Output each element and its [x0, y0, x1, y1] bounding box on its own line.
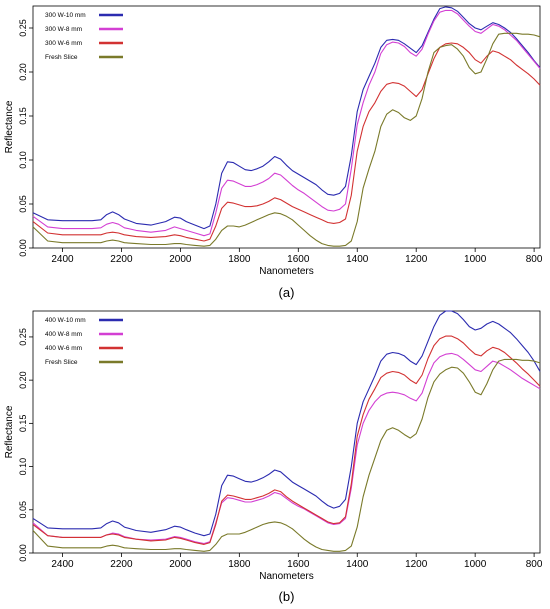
x-tick-label: 1600 [287, 559, 310, 570]
y-tick-label: 0.20 [18, 371, 28, 389]
legend-label: 300 W-6 mm [45, 40, 82, 47]
y-tick-label: 0.00 [18, 544, 28, 562]
series-line-1 [32, 6, 541, 230]
x-axis-label: Nanometers [259, 571, 313, 582]
x-tick-label: 1800 [228, 559, 251, 570]
x-tick-label: 2000 [169, 559, 192, 570]
x-tick-label: 1200 [405, 559, 428, 570]
x-tick-label: 2200 [110, 254, 133, 265]
plot-frame [32, 310, 541, 554]
legend-label: 400 W-8 mm [45, 331, 82, 338]
series-line-3 [32, 335, 541, 545]
x-tick-label: 800 [526, 254, 543, 265]
y-axis-label: Reflectance [4, 100, 15, 153]
y-tick-label: 0.15 [18, 415, 28, 433]
y-tick-label: 0.10 [18, 151, 28, 169]
series-line-3 [32, 42, 541, 242]
y-tick-label: 0.10 [18, 458, 28, 476]
series-line-1 [32, 310, 541, 537]
y-tick-label: 0.20 [18, 63, 28, 81]
y-tick-label: 0.25 [18, 328, 28, 346]
x-tick-label: 1600 [287, 254, 310, 265]
x-tick-label: 2200 [110, 559, 133, 570]
x-tick-label: 1800 [228, 254, 251, 265]
x-tick-label: 1400 [346, 254, 369, 265]
x-tick-label: 2400 [51, 254, 74, 265]
panel-label: (a) [279, 285, 295, 300]
legend-label: 300 W-8 mm [45, 26, 82, 33]
y-axis-label: Reflectance [4, 405, 15, 458]
x-tick-label: 1400 [346, 559, 369, 570]
x-tick-label: 800 [526, 559, 543, 570]
legend-label: 400 W-6 mm [45, 345, 82, 352]
y-tick-label: 0.05 [18, 501, 28, 519]
legend: 400 W-10 mm 400 W-8 mm 400 W-6 mm Fresh Sli… [45, 317, 123, 366]
y-tick-label: 0.00 [18, 239, 28, 257]
legend: 300 W-10 mm 300 W-8 mm 300 W-6 mm Fresh Sli… [45, 12, 123, 61]
x-tick-label: 1200 [405, 254, 428, 265]
series-line-4 [32, 32, 541, 247]
x-axis-label: Nanometers [259, 266, 313, 277]
x-tick-label: 2000 [169, 254, 192, 265]
y-tick-label: 0.25 [18, 19, 28, 37]
x-tick-label: 1000 [464, 559, 487, 570]
x-tick-label: 1000 [464, 254, 487, 265]
x-tick-label: 2400 [51, 559, 74, 570]
legend-label: Fresh Slice [45, 54, 78, 61]
panel-a-chart: 2400 2200 2000 1800 1600 1400 1200 1000 800 0.00 0… [4, 5, 543, 300]
legend-label: 300 W-10 mm [45, 12, 86, 19]
panel-b-chart: 2400 2200 2000 1800 1600 1400 1200 1000 800 0.00 0… [4, 310, 543, 604]
legend-label: 400 W-10 mm [45, 317, 86, 324]
series-line-4 [32, 358, 541, 552]
panel-label: (b) [279, 589, 295, 604]
y-tick-label: 0.05 [18, 195, 28, 213]
y-tick-label: 0.15 [18, 107, 28, 125]
plot-frame [32, 5, 541, 249]
legend-label: Fresh Slice [45, 359, 78, 366]
series-line-2 [32, 9, 541, 237]
series-line-2 [32, 352, 541, 545]
